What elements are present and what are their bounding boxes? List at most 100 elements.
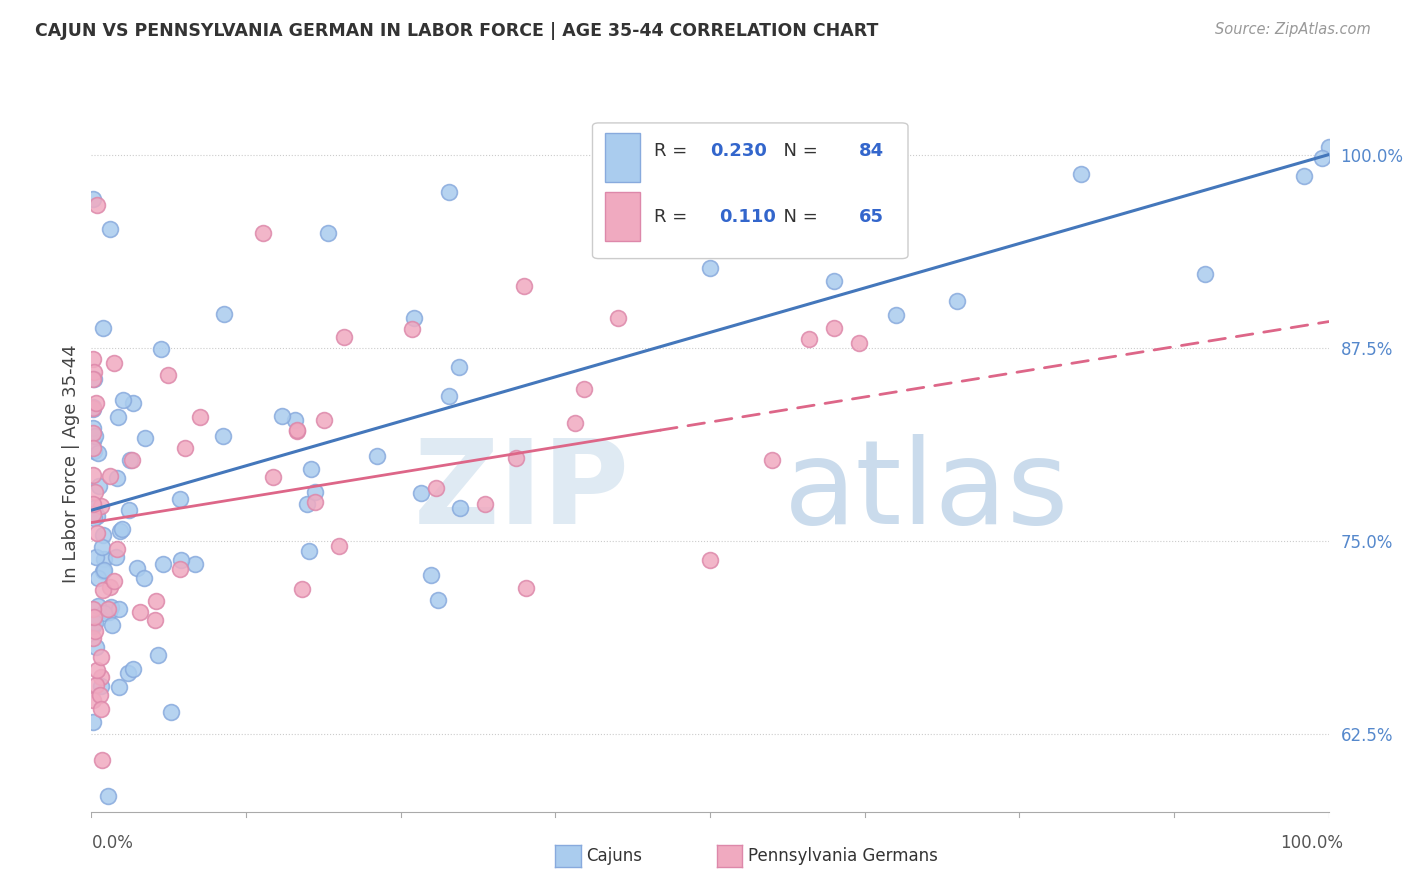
Point	[437, 185, 460, 199]
Point	[90, 650, 112, 665]
Point	[184, 558, 207, 572]
Point	[93, 552, 115, 566]
Point	[285, 424, 308, 438]
Point	[572, 382, 595, 396]
Point	[105, 471, 128, 485]
Point	[98, 222, 121, 236]
Point	[83, 484, 105, 499]
Point	[89, 688, 111, 702]
Point	[105, 549, 128, 564]
Point	[284, 413, 307, 427]
Point	[295, 497, 318, 511]
Point	[823, 321, 845, 335]
Point	[82, 401, 104, 415]
Point	[128, 605, 150, 619]
Point	[83, 371, 105, 385]
Point	[82, 434, 104, 449]
Point	[304, 484, 326, 499]
Point	[103, 356, 125, 370]
Point	[401, 322, 423, 336]
Text: ZIP: ZIP	[413, 434, 630, 549]
Point	[285, 423, 308, 437]
Point	[298, 544, 321, 558]
Point	[699, 553, 721, 567]
Point	[848, 335, 870, 350]
Point	[884, 308, 907, 322]
Point	[761, 453, 783, 467]
Point	[82, 617, 104, 632]
Point	[152, 557, 174, 571]
Point	[97, 601, 120, 615]
Point	[86, 197, 108, 211]
Point	[87, 446, 110, 460]
Point	[1312, 151, 1334, 165]
Point	[82, 619, 104, 633]
Point	[160, 706, 183, 720]
Point	[149, 342, 172, 356]
Point	[439, 389, 461, 403]
Point	[122, 662, 145, 676]
Point	[946, 294, 969, 309]
Point	[607, 311, 630, 326]
Point	[1194, 268, 1216, 282]
Point	[312, 413, 335, 427]
Point	[212, 307, 235, 321]
Point	[699, 260, 721, 275]
Point	[82, 442, 104, 456]
Point	[82, 631, 104, 645]
Point	[100, 599, 122, 614]
Point	[328, 539, 350, 553]
Point	[83, 501, 105, 516]
Point	[515, 581, 537, 595]
Point	[404, 310, 426, 325]
Point	[118, 503, 141, 517]
Point	[93, 563, 115, 577]
Point	[83, 616, 105, 631]
Point	[169, 491, 191, 506]
Text: R =: R =	[654, 208, 699, 226]
Point	[84, 429, 107, 443]
Point	[90, 540, 112, 554]
Text: 65: 65	[859, 208, 883, 226]
Point	[797, 332, 820, 346]
Point	[505, 450, 527, 465]
Point	[157, 368, 180, 383]
Point	[564, 416, 586, 430]
Point	[86, 508, 108, 523]
Point	[91, 753, 114, 767]
Point	[84, 624, 107, 639]
Point	[117, 666, 139, 681]
Point	[83, 365, 105, 379]
Point	[121, 453, 143, 467]
Point	[82, 425, 104, 440]
Text: R =: R =	[654, 142, 693, 160]
Point	[98, 580, 121, 594]
Point	[108, 681, 131, 695]
Point	[425, 481, 447, 495]
Point	[90, 499, 112, 513]
Point	[84, 550, 107, 565]
Point	[82, 693, 104, 707]
Point	[271, 409, 294, 424]
Point	[449, 500, 471, 515]
Point	[90, 670, 112, 684]
Point	[82, 421, 104, 435]
Text: Source: ZipAtlas.com: Source: ZipAtlas.com	[1215, 22, 1371, 37]
Point	[86, 664, 108, 678]
Point	[143, 613, 166, 627]
Point	[318, 226, 340, 240]
Point	[419, 567, 441, 582]
Point	[447, 359, 470, 374]
Point	[90, 679, 112, 693]
Bar	[605, 133, 640, 182]
Point	[105, 541, 128, 556]
Text: CAJUN VS PENNSYLVANIA GERMAN IN LABOR FORCE | AGE 35-44 CORRELATION CHART: CAJUN VS PENNSYLVANIA GERMAN IN LABOR FO…	[35, 22, 879, 40]
Text: Cajuns: Cajuns	[586, 847, 643, 865]
Point	[84, 678, 107, 692]
Text: atlas: atlas	[785, 434, 1070, 549]
Point	[474, 497, 496, 511]
Point	[91, 582, 114, 597]
Point	[118, 453, 141, 467]
Point	[212, 429, 235, 443]
Point	[83, 444, 105, 458]
